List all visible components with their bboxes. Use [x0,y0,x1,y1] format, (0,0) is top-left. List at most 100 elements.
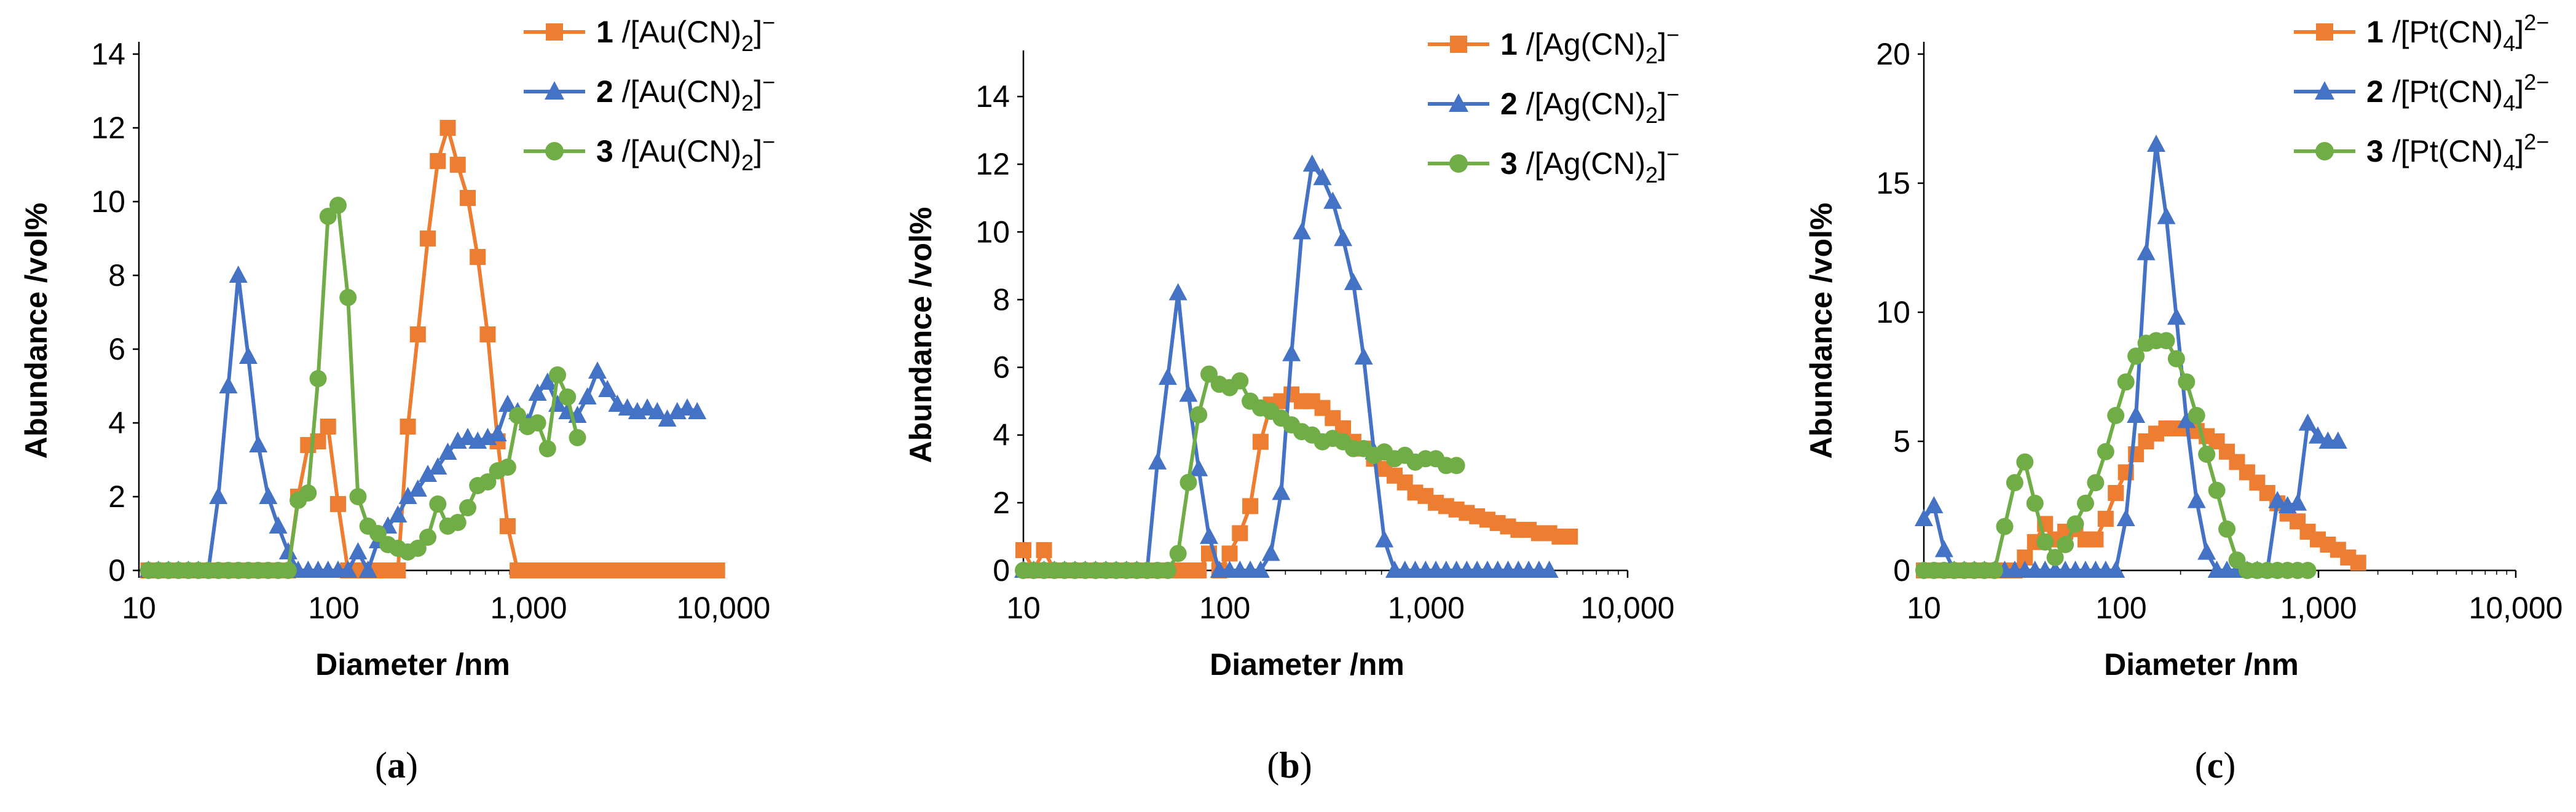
data-point [2106,561,2125,578]
legend-marker [545,142,564,160]
data-point [2167,307,2186,325]
data-point [1261,543,1280,561]
y-axis-title: Abundance /vol% [19,203,53,459]
data-point [1540,561,1559,578]
legend: 1 /[Ag(CN)2]− 2 /[Ag(CN)2]− 3 /[Ag(CN)2]− [1428,22,1679,187]
y-tick-label: 8 [993,282,1010,317]
y-tick-label: 20 [1876,37,1910,71]
data-point [2268,491,2287,508]
data-point [648,402,667,419]
legend-label: 3 /[Pt(CN)4]2− [2366,129,2549,175]
data-point [1189,459,1208,476]
data-point [1159,562,1176,579]
data-point [470,249,486,265]
data-point [2097,511,2114,527]
y-axis-title: Abundance /vol% [904,207,938,463]
x-tick-label: 10,000 [2469,591,2563,625]
data-point [1323,191,1342,209]
legend-label: 2 /[Au(CN)2]− [596,69,775,116]
data-point [358,561,377,578]
data-point [2188,407,2205,424]
legend-entry-2: 2 /[Pt(CN)4]2− [2294,69,2549,116]
data-point [608,395,627,412]
data-point [2208,481,2226,499]
y-tick-label: 12 [91,111,125,145]
data-point [2127,347,2145,365]
y-tick-label: 2 [108,479,125,514]
data-point [499,518,516,534]
data-point [598,380,617,397]
x-tick-label: 100 [308,591,359,625]
data-point [549,366,567,384]
data-point [618,398,637,416]
data-point [2127,406,2146,423]
data-point [1221,545,1238,562]
series-1 [1015,386,1578,578]
data-point [709,562,725,578]
data-point [430,153,446,169]
legend-label: 3 /[Ag(CN)2]− [1500,141,1679,187]
series-line [148,203,580,572]
legend-entry-2: 2 /[Ag(CN)2]− [1428,82,1679,128]
data-point [1282,344,1301,361]
data-point [458,428,477,445]
series-line [1924,339,2308,572]
data-point [2328,432,2347,449]
data-point [1934,540,1953,558]
data-point [479,326,496,342]
data-point [419,529,437,546]
data-point [2087,531,2104,548]
y-tick-label: 12 [975,147,1010,181]
data-point [429,495,447,513]
data-point [2108,485,2124,501]
data-point [1562,528,1578,545]
data-point [339,561,358,578]
data-point [538,440,556,457]
data-point [408,479,427,497]
x-tick-label: 1,000 [1388,591,1465,625]
data-point [369,525,387,542]
legend-label: 1 /[Pt(CN)4]2− [2366,10,2549,56]
data-point [2187,491,2206,508]
data-point [320,419,336,435]
data-point [278,542,297,559]
data-point [2117,373,2135,391]
data-point [420,231,436,246]
data-point [388,505,408,522]
data-point [2198,446,2216,463]
data-point [349,542,368,559]
data-point [439,120,456,136]
x-tick-label: 1,000 [490,591,567,625]
y-axis-title: Abundance /vol% [1804,203,1838,459]
data-point [2046,549,2064,566]
data-point [2178,373,2196,391]
x-axis-title: Diameter /nm [1210,647,1404,682]
x-tick-label: 10,000 [677,591,771,625]
data-point [2157,332,2175,350]
y-tick-label: 15 [1876,166,1910,200]
data-point [1179,384,1198,402]
legend-marker [1449,154,1468,173]
x-tick-label: 10,000 [1581,591,1675,625]
series-3 [140,197,586,579]
data-point [509,407,527,424]
data-point [1242,498,1259,514]
data-point [428,457,447,475]
chart-panel-b: 0 2 4 6 8 10 12 14 10 100 1,000 10,000 Diameter /nm A… [904,22,1679,682]
data-point [400,419,416,435]
data-point [1190,406,1208,424]
data-point [1924,496,1944,513]
data-point [438,443,457,460]
y-tick-label: 4 [108,406,125,440]
y-tick-label: 4 [993,418,1010,452]
data-point [569,429,586,446]
data-point [2026,494,2044,512]
data-point [1344,272,1363,290]
data-point [329,496,346,512]
data-point [2157,207,2176,224]
data-point [2097,443,2114,460]
data-point [2147,135,2166,152]
series-3 [1915,332,2317,579]
data-point [449,514,467,531]
legend-marker [2315,142,2334,160]
